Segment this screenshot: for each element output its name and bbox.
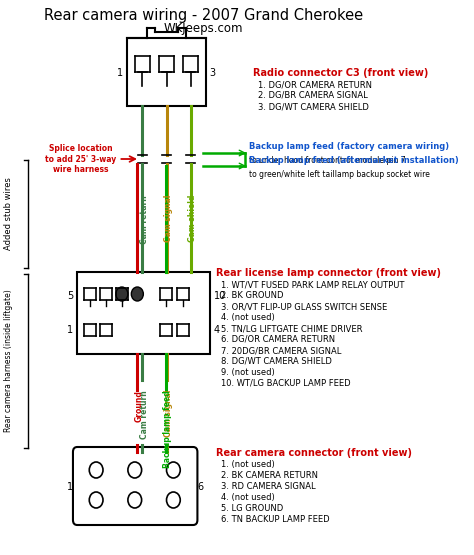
- Text: 4. (not used): 4. (not used): [220, 313, 274, 322]
- Text: 3. OR/VT FLIP-UP GLASS SWITCH SENSE: 3. OR/VT FLIP-UP GLASS SWITCH SENSE: [220, 302, 387, 311]
- Text: 6. TN BACKUP LAMP FEED: 6. TN BACKUP LAMP FEED: [220, 515, 329, 524]
- Text: 5. LG GROUND: 5. LG GROUND: [220, 504, 283, 513]
- FancyBboxPatch shape: [77, 272, 210, 354]
- Circle shape: [89, 492, 103, 508]
- Text: 1. (not used): 1. (not used): [220, 460, 274, 469]
- Text: 6: 6: [197, 482, 203, 492]
- Text: 1: 1: [67, 482, 73, 492]
- Text: Ground: Ground: [135, 390, 144, 422]
- Text: 4: 4: [214, 325, 220, 335]
- Text: Cam shield: Cam shield: [188, 195, 197, 243]
- Text: Backup lamp feed (aftermarket installation): Backup lamp feed (aftermarket installati…: [249, 156, 459, 165]
- Text: 8. DG/WT CAMERA SHIELD: 8. DG/WT CAMERA SHIELD: [220, 357, 331, 366]
- Text: Cam signal: Cam signal: [164, 390, 173, 437]
- Text: to green/white left taillamp backup socket wire: to green/white left taillamp backup sock…: [249, 170, 430, 179]
- Text: Cam signal: Cam signal: [164, 195, 173, 243]
- Text: Rear camera connector (front view): Rear camera connector (front view): [216, 448, 412, 458]
- Text: 1. WT/VT FUSED PARK LAMP RELAY OUTPUT: 1. WT/VT FUSED PARK LAMP RELAY OUTPUT: [220, 280, 404, 289]
- Circle shape: [116, 287, 128, 301]
- Text: 5: 5: [67, 291, 73, 301]
- FancyBboxPatch shape: [127, 38, 206, 106]
- Text: 3: 3: [210, 68, 216, 78]
- Text: Splice location
to add 25' 3-way
wire harness: Splice location to add 25' 3-way wire ha…: [46, 144, 117, 174]
- Text: to under hood front control module pin 7: to under hood front control module pin 7: [249, 156, 406, 165]
- Text: Added stub wires: Added stub wires: [4, 178, 13, 250]
- Text: Cam return: Cam return: [140, 390, 149, 439]
- Circle shape: [166, 462, 180, 478]
- Text: Rear camera wiring - 2007 Grand Cherokee: Rear camera wiring - 2007 Grand Cherokee: [44, 8, 363, 23]
- Circle shape: [128, 492, 142, 508]
- Text: Cam return: Cam return: [140, 195, 149, 244]
- Text: 4. (not used): 4. (not used): [220, 493, 274, 502]
- Text: Radio connector C3 (front view): Radio connector C3 (front view): [253, 68, 428, 78]
- Text: Rear camera harness (inside liftgate): Rear camera harness (inside liftgate): [4, 290, 13, 432]
- Text: 5. TN/LG LIFTGATE CHIME DRIVER: 5. TN/LG LIFTGATE CHIME DRIVER: [220, 324, 362, 333]
- Text: Backup lamp feed (factory camera wiring): Backup lamp feed (factory camera wiring): [249, 142, 449, 151]
- Text: 2. BK GROUND: 2. BK GROUND: [220, 291, 283, 300]
- FancyBboxPatch shape: [73, 447, 197, 525]
- Text: 1: 1: [117, 68, 123, 78]
- Circle shape: [131, 287, 143, 301]
- Text: 10: 10: [214, 291, 226, 301]
- Text: Backup lamp feed: Backup lamp feed: [163, 390, 172, 468]
- Text: 2. DG/BR CAMERA SIGNAL: 2. DG/BR CAMERA SIGNAL: [257, 91, 367, 100]
- Text: 3. RD CAMERA SIGNAL: 3. RD CAMERA SIGNAL: [220, 482, 315, 491]
- Text: 3. DG/WT CAMERA SHIELD: 3. DG/WT CAMERA SHIELD: [257, 102, 368, 111]
- Circle shape: [89, 462, 103, 478]
- Text: WKJeeps.com: WKJeeps.com: [164, 22, 243, 35]
- Circle shape: [128, 462, 142, 478]
- Circle shape: [166, 492, 180, 508]
- Text: Rear license lamp connector (front view): Rear license lamp connector (front view): [216, 268, 441, 278]
- Text: 2. BK CAMERA RETURN: 2. BK CAMERA RETURN: [220, 471, 318, 480]
- Text: 6. DG/OR CAMERA RETURN: 6. DG/OR CAMERA RETURN: [220, 335, 335, 344]
- Text: 1: 1: [67, 325, 73, 335]
- Text: 1. DG/OR CAMERA RETURN: 1. DG/OR CAMERA RETURN: [257, 80, 372, 89]
- Text: 7. 20DG/BR CAMERA SIGNAL: 7. 20DG/BR CAMERA SIGNAL: [220, 346, 341, 355]
- Text: 10. WT/LG BACKUP LAMP FEED: 10. WT/LG BACKUP LAMP FEED: [220, 379, 350, 388]
- Text: 9. (not used): 9. (not used): [220, 368, 274, 377]
